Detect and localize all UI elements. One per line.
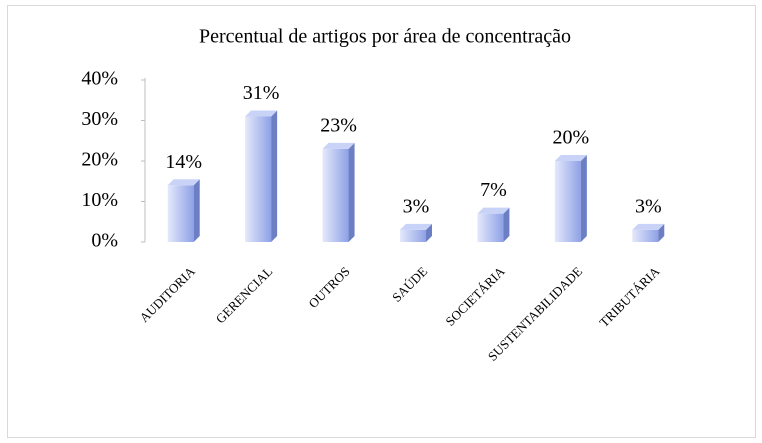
- chart-title: Percentual de artigos por área de concen…: [199, 26, 571, 48]
- bar: [632, 229, 659, 242]
- bar-top: [554, 155, 587, 161]
- bar-top: [167, 179, 200, 186]
- bar-top: [245, 110, 278, 117]
- y-tick-label: 40%: [81, 68, 118, 90]
- bar: [554, 161, 581, 242]
- bar-side: [271, 110, 278, 242]
- bar-side: [580, 155, 587, 242]
- bar: [245, 116, 272, 242]
- bar-top: [400, 223, 432, 230]
- y-tick-label: 0%: [91, 230, 118, 252]
- bar-top: [632, 223, 665, 230]
- y-tick-label: 20%: [81, 149, 118, 171]
- value-label: 31%: [243, 82, 280, 104]
- chart-border: [7, 5, 756, 438]
- value-label: 3%: [403, 195, 430, 217]
- bar-side: [348, 142, 355, 242]
- bar-side: [193, 179, 200, 242]
- value-label: 14%: [165, 151, 202, 173]
- value-label: 20%: [553, 127, 590, 149]
- value-label: 7%: [480, 179, 507, 201]
- y-tick-label: 30%: [81, 108, 118, 130]
- bar: [400, 229, 426, 242]
- y-tick-label: 10%: [81, 189, 118, 211]
- value-label: 23%: [320, 114, 357, 136]
- value-label: 3%: [635, 195, 662, 217]
- bar-top: [477, 207, 510, 214]
- bar-side: [503, 207, 510, 242]
- bar-top: [322, 142, 355, 149]
- bar-side: [426, 223, 432, 242]
- bar-side: [658, 223, 665, 242]
- bar: [167, 185, 194, 242]
- bar: [477, 213, 504, 242]
- bar: [322, 148, 349, 242]
